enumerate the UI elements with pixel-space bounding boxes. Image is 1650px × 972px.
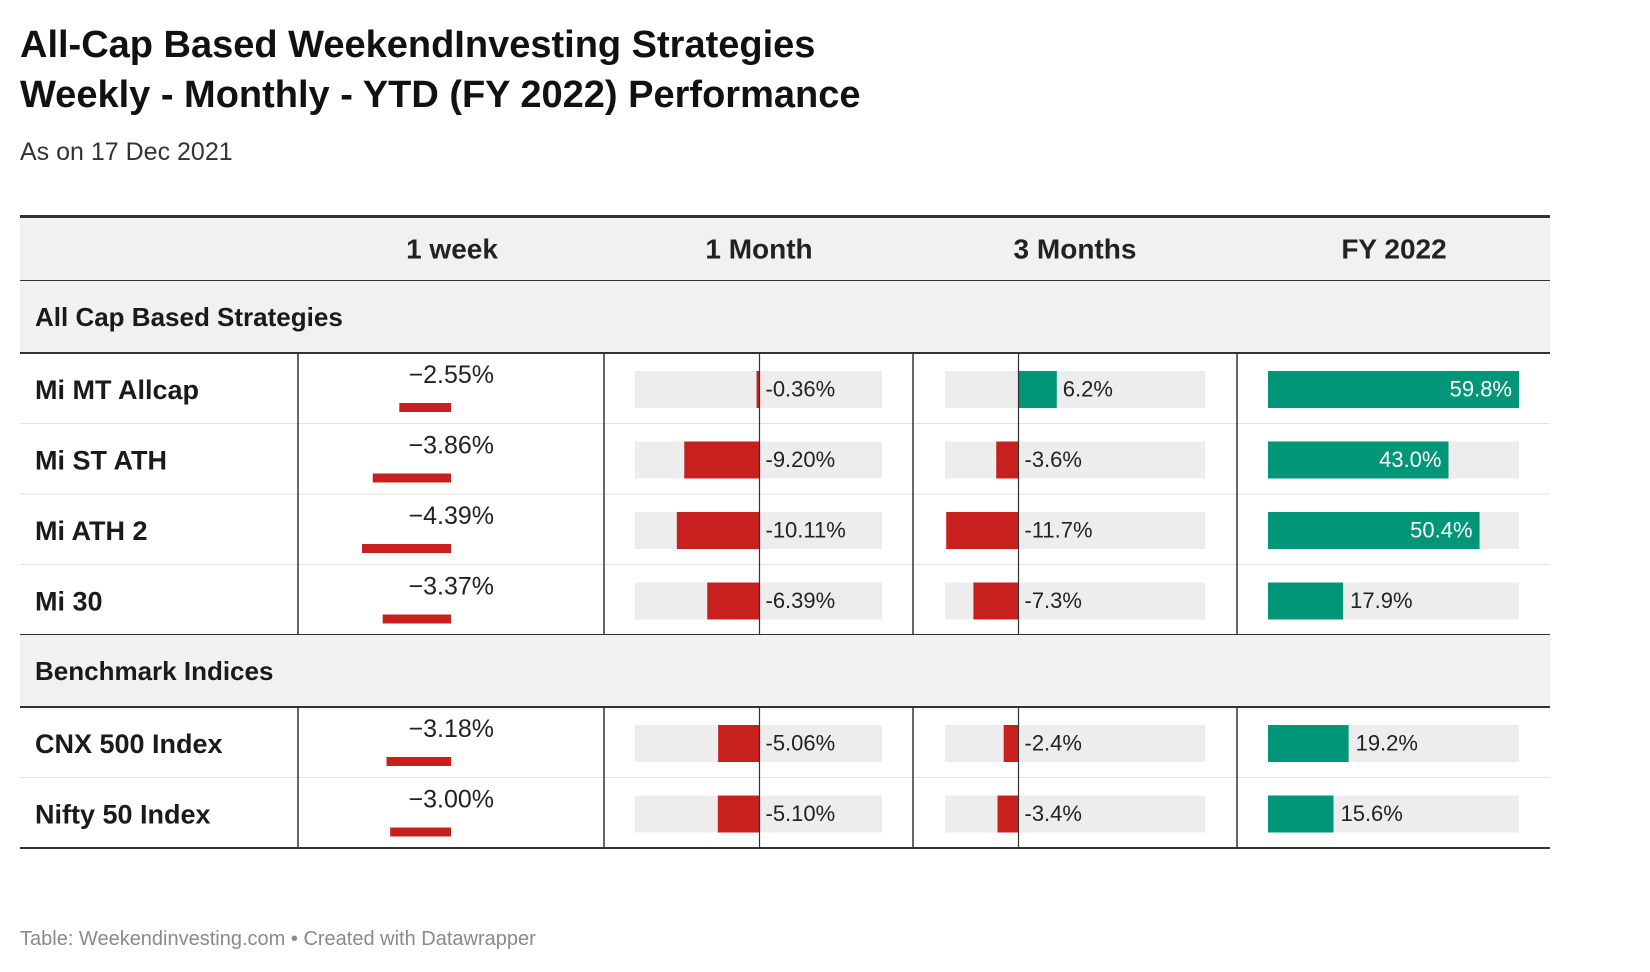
month-bar [717, 795, 760, 833]
column-header-months3: 3 Months [1014, 234, 1137, 265]
row-label: Nifty 50 Index [35, 800, 211, 830]
week-bar [362, 544, 451, 553]
months3-bar [1003, 725, 1019, 762]
month-value: -0.36% [766, 377, 836, 402]
fy-value: 17.9% [1350, 588, 1412, 613]
column-header-week: 1 week [406, 234, 498, 265]
fy-value: 59.8% [1450, 377, 1512, 402]
month-bar [718, 725, 760, 762]
months3-bar [996, 441, 1019, 479]
section-background [20, 281, 1550, 353]
months3-value: -11.7% [1025, 518, 1093, 543]
header-background [20, 215, 1550, 281]
section-label: All Cap Based Strategies [35, 302, 343, 332]
row-label: Mi MT Allcap [35, 375, 199, 405]
months3-bar-track [945, 795, 1205, 833]
month-value: -5.10% [766, 801, 836, 826]
row-label: CNX 500 Index [35, 729, 223, 759]
month-bar [707, 582, 760, 620]
section-label: Benchmark Indices [35, 656, 273, 686]
week-bar [399, 403, 451, 412]
section-background [20, 635, 1550, 707]
column-header-month: 1 Month [705, 234, 812, 265]
months3-value: -3.4% [1025, 801, 1082, 826]
fy-bar [1268, 582, 1344, 620]
week-bar [390, 827, 451, 837]
months3-value: -3.6% [1025, 447, 1082, 472]
week-value: −3.18% [409, 715, 495, 743]
month-value: -5.06% [766, 731, 836, 756]
months3-bar-track [945, 725, 1205, 762]
months3-bar-track [945, 371, 1205, 408]
footer-credit: Table: Weekendinvesting.com • Created wi… [20, 928, 536, 950]
row-label: Mi ST ATH [35, 446, 167, 476]
month-bar [676, 512, 760, 549]
months3-value: -7.3% [1025, 588, 1082, 613]
months3-bar-track [945, 441, 1205, 479]
month-value: -6.39% [766, 588, 836, 613]
week-bar [386, 757, 451, 766]
week-value: −3.00% [409, 786, 495, 814]
fy-value: 43.0% [1379, 447, 1441, 472]
months3-bar [997, 795, 1019, 833]
fy-bar [1268, 512, 1480, 549]
week-bar [372, 473, 451, 483]
row-label: Mi 30 [35, 587, 103, 617]
performance-table: 1 week 1 Month 3 Months FY 2022 All Cap Base… [20, 215, 1550, 849]
month-value: -10.11% [766, 518, 846, 543]
months3-bar [946, 512, 1019, 549]
row-label: Mi ATH 2 [35, 516, 148, 546]
months3-value: -2.4% [1025, 731, 1082, 756]
week-bar [382, 614, 451, 624]
column-header-fy: FY 2022 [1341, 234, 1446, 265]
week-value: −2.55% [409, 361, 495, 389]
subtitle: As on 17 Dec 2021 [20, 138, 233, 166]
months3-value: 6.2% [1063, 377, 1113, 402]
months3-bar [1018, 371, 1057, 408]
fy-bar [1268, 371, 1519, 408]
fy-bar [1268, 725, 1349, 762]
fy-value: 15.6% [1340, 801, 1402, 826]
fy-value: 19.2% [1356, 731, 1418, 756]
chart-title: All-Cap Based WeekendInvesting Strategie… [20, 20, 860, 120]
month-value: -9.20% [766, 447, 836, 472]
week-value: −3.37% [409, 573, 495, 601]
title-line-2: Weekly - Monthly - YTD (FY 2022) Perform… [20, 74, 861, 116]
months3-bar [973, 582, 1019, 620]
week-value: −3.86% [409, 432, 495, 460]
fy-value: 50.4% [1410, 518, 1472, 543]
week-value: −4.39% [409, 502, 495, 530]
title-line-1: All-Cap Based WeekendInvesting Strategie… [20, 24, 816, 66]
fy-bar [1268, 441, 1449, 479]
fy-bar [1268, 795, 1334, 833]
month-bar [756, 371, 760, 408]
month-bar [684, 441, 760, 479]
